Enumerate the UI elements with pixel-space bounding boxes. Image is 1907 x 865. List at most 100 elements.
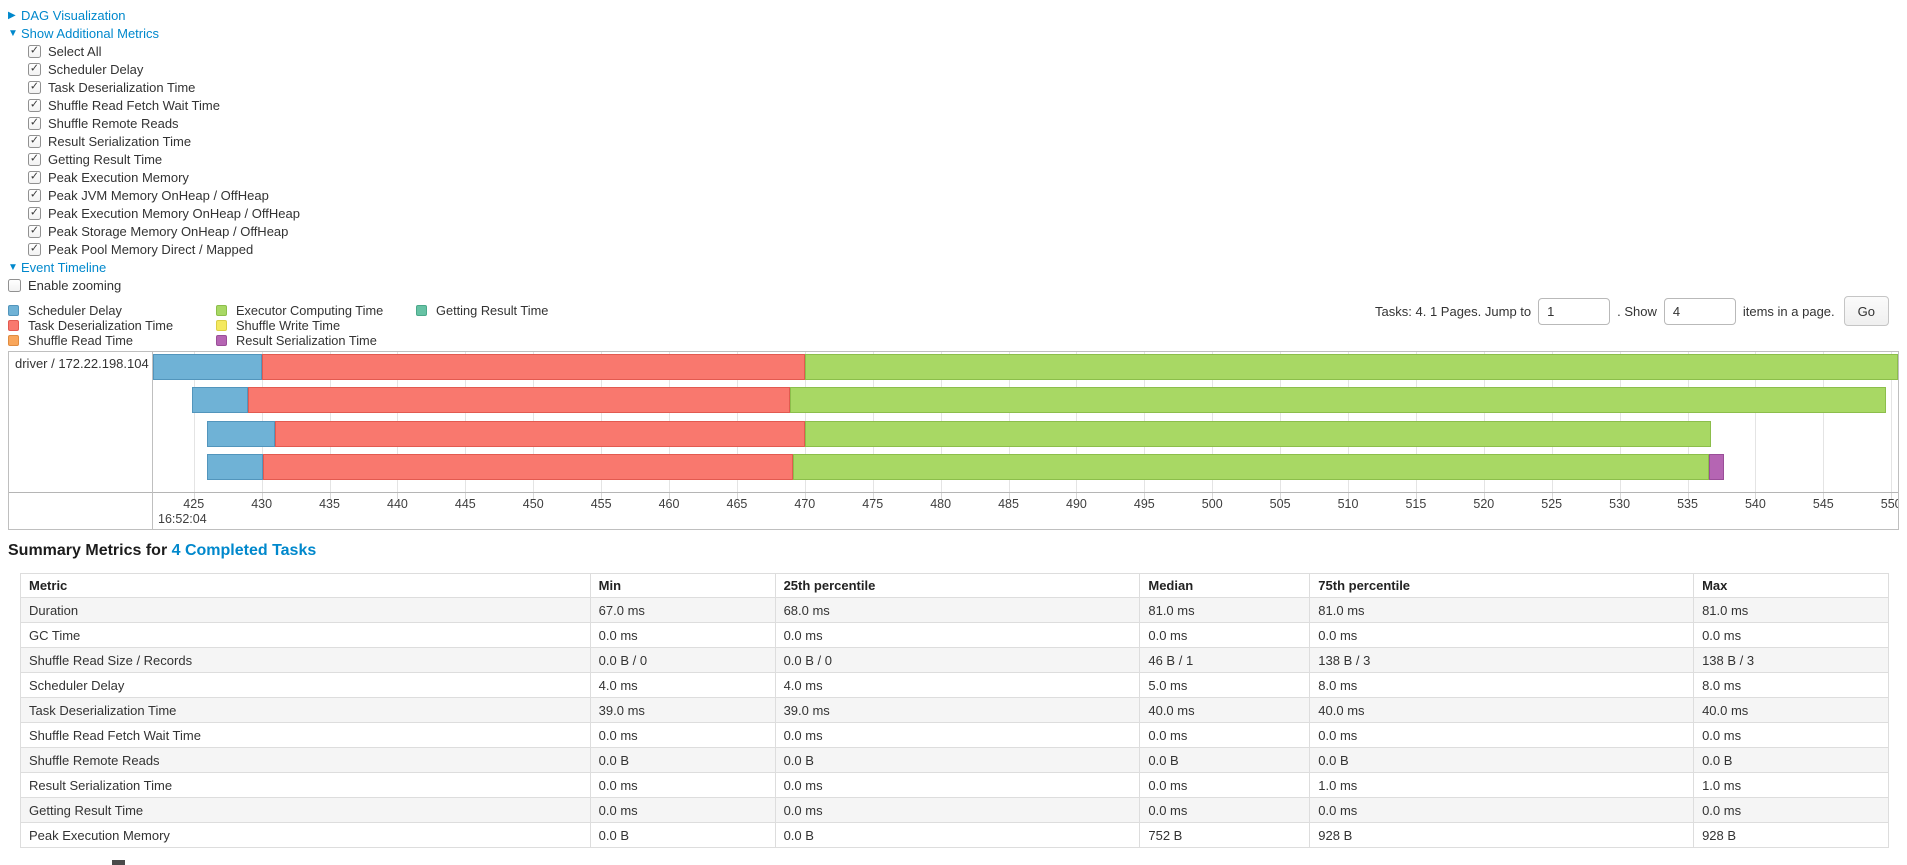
task-timeline-row	[153, 387, 1898, 414]
task-timeline-row	[153, 354, 1898, 380]
metric-checkbox-row: Peak Execution Memory OnHeap / OffHeap	[28, 204, 300, 222]
metric-checkbox[interactable]	[28, 170, 41, 184]
enable-zooming-checkbox[interactable]	[8, 278, 21, 292]
metric-checkbox[interactable]	[28, 62, 41, 76]
summary-row: Peak Execution Memory 0.0 B 0.0 B 752 B 928 …	[20, 822, 1889, 848]
summary-metric-value: 1.0 ms	[1693, 772, 1889, 798]
summary-metric-name: Task Deserialization Time	[20, 697, 591, 723]
task-segment-task_deserialization	[275, 420, 805, 447]
axis-spacer	[9, 492, 152, 529]
metric-checkbox-row: Peak JVM Memory OnHeap / OffHeap	[28, 186, 300, 204]
summary-metric-name: Shuffle Read Size / Records	[20, 647, 591, 673]
summary-row: Scheduler Delay 4.0 ms 4.0 ms 5.0 ms 8.0 ms 8…	[20, 672, 1889, 698]
tick-label: 530	[1609, 497, 1631, 511]
tick-label: 525	[1541, 497, 1563, 511]
metric-checkbox[interactable]	[28, 152, 41, 166]
legend-item-task_deserialization: Task Deserialization Time	[8, 318, 202, 333]
summary-column-header: Max	[1693, 573, 1889, 598]
summary-metric-value: 39.0 ms	[589, 697, 776, 723]
tick-label: 465	[726, 497, 748, 511]
summary-metric-value: 0.0 ms	[1309, 722, 1695, 748]
additional-metrics-link[interactable]: Show Additional Metrics	[21, 25, 160, 41]
tick-mark	[804, 493, 806, 499]
summary-metric-value: 68.0 ms	[774, 597, 1141, 623]
summary-row: Task Deserialization Time 39.0 ms 39.0 ms 4…	[20, 697, 1889, 723]
tick-label: 460	[658, 497, 680, 511]
stage-detail-controls: ▶ DAG Visualization ▼ Show Additional Me…	[8, 6, 300, 294]
summary-metric-value: 0.0 B	[774, 747, 1141, 773]
summary-metric-value: 138 B / 3	[1693, 647, 1889, 673]
legend-item-result_serialization: Result Serialization Time	[216, 333, 402, 348]
metric-checkbox[interactable]	[28, 80, 41, 94]
dag-visualization-link[interactable]: DAG Visualization	[21, 7, 126, 23]
metric-checkbox-row: Peak Pool Memory Direct / Mapped	[28, 240, 300, 258]
summary-metric-value: 0.0 B	[774, 822, 1141, 848]
task-timeline-row	[153, 420, 1898, 447]
tick-label: 440	[386, 497, 408, 511]
task-segment-task_deserialization	[262, 454, 793, 481]
event-timeline-link[interactable]: Event Timeline	[21, 259, 107, 275]
executor-label: driver / 172.22.198.104	[15, 356, 149, 371]
metric-checkbox-label: Shuffle Read Fetch Wait Time	[48, 97, 220, 113]
task-timeline-row	[153, 454, 1898, 481]
items-per-page-input[interactable]	[1663, 297, 1736, 325]
summary-metric-value: 0.0 ms	[589, 797, 776, 823]
metrics-checkbox-list: Select All Scheduler Delay Task Deserializ…	[8, 42, 300, 258]
summary-metric-value: 0.0 B / 0	[774, 647, 1141, 673]
completed-tasks-link[interactable]: 4 Completed Tasks	[171, 542, 317, 559]
summary-metric-value: 0.0 ms	[1139, 797, 1311, 823]
metric-checkbox[interactable]	[28, 242, 41, 256]
task-segment-task_deserialization	[261, 354, 805, 380]
metric-checkbox-label: Select All	[48, 43, 102, 59]
summary-heading-prefix: Summary Metrics for	[8, 542, 172, 559]
metric-checkbox[interactable]	[28, 188, 41, 202]
summary-metric-value: 0.0 ms	[589, 722, 776, 748]
summary-metric-value: 0.0 B	[1693, 747, 1889, 773]
tick-mark	[1415, 493, 1417, 499]
summary-metric-name: Peak Execution Memory	[20, 822, 591, 848]
summary-metric-value: 81.0 ms	[1693, 597, 1889, 623]
tick-mark	[1280, 493, 1282, 499]
tick-label: 550	[1880, 497, 1898, 511]
go-button[interactable]: Go	[1843, 296, 1889, 326]
section-toggle-event-timeline[interactable]: ▼ Event Timeline	[8, 258, 300, 276]
summary-column-header: 25th percentile	[774, 573, 1141, 598]
tick-label: 510	[1337, 497, 1359, 511]
summary-metric-name: Scheduler Delay	[20, 672, 591, 698]
task-segment-executor_computing	[804, 420, 1711, 447]
metric-checkbox[interactable]	[28, 224, 41, 238]
tick-label: 505	[1269, 497, 1291, 511]
metric-checkbox[interactable]	[28, 206, 41, 220]
section-toggle-dag-visualization[interactable]: ▶ DAG Visualization	[8, 6, 300, 24]
task-segment-executor_computing	[792, 454, 1710, 481]
metric-checkbox[interactable]	[28, 44, 41, 58]
tick-label: 545	[1812, 497, 1834, 511]
tick-label: 490	[1065, 497, 1087, 511]
metric-checkbox-row: Scheduler Delay	[28, 60, 300, 78]
jump-to-page-input[interactable]	[1538, 297, 1611, 325]
summary-row: Getting Result Time 0.0 ms 0.0 ms 0.0 ms 0.0…	[20, 797, 1889, 823]
section-toggle-additional-metrics[interactable]: ▼ Show Additional Metrics	[8, 24, 300, 42]
metric-checkbox-row: Getting Result Time	[28, 150, 300, 168]
task-segment-executor_computing	[789, 387, 1886, 414]
tick-label: 445	[454, 497, 476, 511]
tick-mark	[1076, 493, 1078, 499]
metric-checkbox[interactable]	[28, 116, 41, 130]
tick-label: 435	[319, 497, 340, 511]
summary-metric-value: 67.0 ms	[589, 597, 776, 623]
metric-checkbox-label: Scheduler Delay	[48, 61, 144, 77]
tick-mark	[872, 493, 874, 499]
legend-label: Getting Result Time	[436, 303, 549, 318]
tick-label: 485	[998, 497, 1019, 511]
tick-mark	[736, 493, 738, 499]
tick-mark	[1619, 493, 1621, 499]
metric-checkbox[interactable]	[28, 98, 41, 112]
summary-metric-value: 928 B	[1309, 822, 1695, 848]
gridline	[1891, 352, 1893, 492]
summary-metric-value: 0.0 B	[589, 747, 776, 773]
tick-label: 470	[794, 497, 816, 511]
event-timeline-chart: driver / 172.22.198.104 16:52:04 425 430 4…	[8, 351, 1899, 530]
summary-metric-value: 1.0 ms	[1309, 772, 1695, 798]
summary-metric-value: 5.0 ms	[1139, 672, 1311, 698]
metric-checkbox[interactable]	[28, 134, 41, 148]
